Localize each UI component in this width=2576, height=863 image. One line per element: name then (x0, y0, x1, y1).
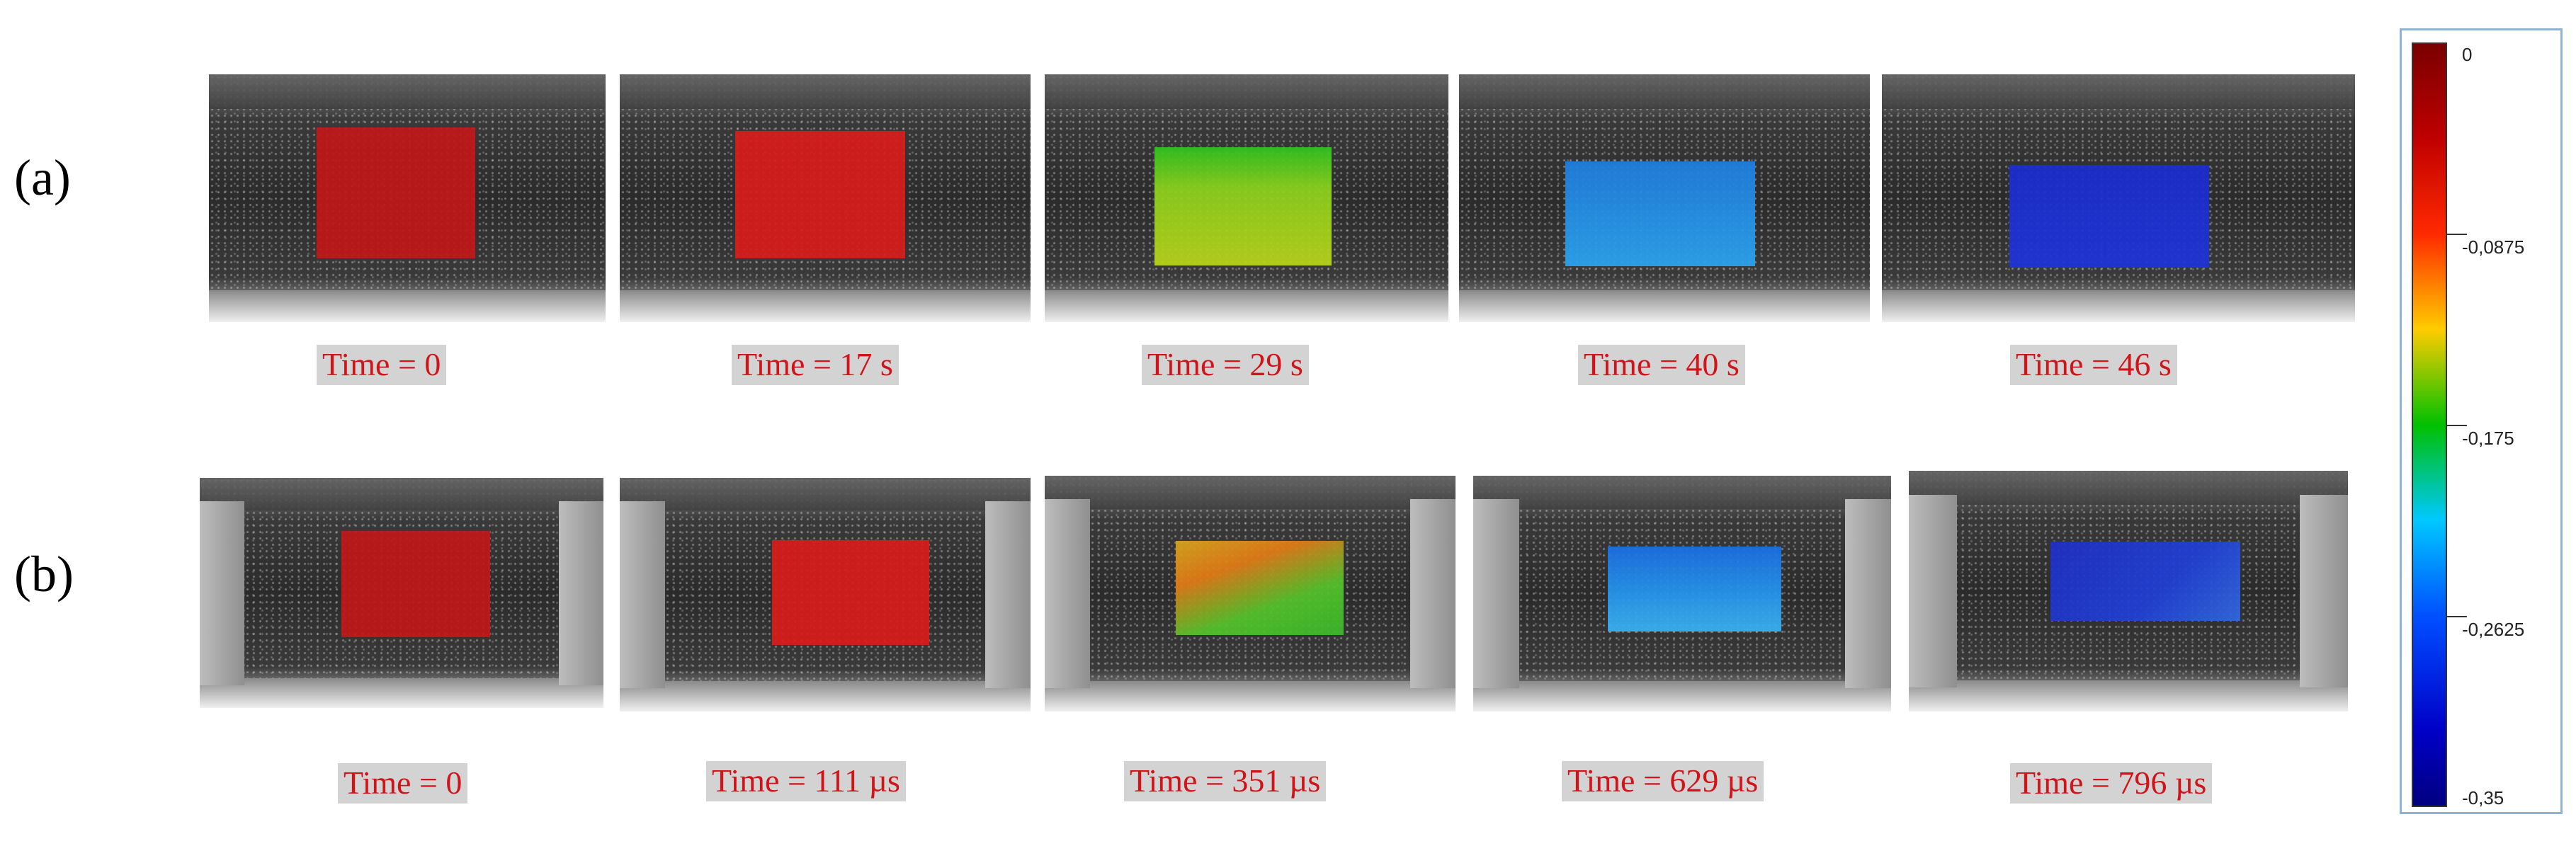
bottom-fixture (1473, 680, 1891, 711)
strain-overlay (2009, 165, 2209, 268)
bottom-fixture (620, 290, 1031, 322)
frame-a3 (1045, 74, 1448, 322)
bottom-fixture (1045, 680, 1456, 711)
frame-a1 (209, 74, 606, 322)
strain-overlay (341, 531, 490, 637)
top-fixture (1473, 476, 1891, 509)
strain-overlay (2050, 542, 2240, 621)
right-plate (985, 501, 1031, 688)
frame-b2 (620, 478, 1031, 711)
top-fixture (200, 478, 603, 510)
bottom-fixture (1909, 680, 2348, 711)
caption-b4: Time = 629 µs (1562, 761, 1764, 801)
strain-overlay (1608, 547, 1781, 631)
top-fixture (620, 74, 1031, 109)
caption-a3: Time = 29 s (1142, 345, 1309, 385)
strain-overlay (1176, 541, 1344, 635)
top-fixture (1459, 74, 1870, 109)
colorbar-label-1: -0,0875 (2458, 235, 2529, 260)
top-fixture (1909, 471, 2348, 505)
caption-a2: Time = 17 s (732, 345, 899, 385)
frame-b3 (1045, 476, 1456, 711)
strain-overlay (1565, 161, 1755, 266)
row-label-b: (b) (14, 546, 74, 602)
left-plate (1473, 499, 1519, 688)
caption-b5: Time = 796 µs (2010, 763, 2213, 804)
frame-a5 (1882, 74, 2355, 322)
frame-b5 (1909, 471, 2348, 711)
right-plate (2299, 495, 2348, 687)
strain-overlay (772, 540, 929, 645)
bottom-fixture (209, 290, 606, 322)
top-fixture (1045, 74, 1448, 109)
top-fixture (620, 478, 1031, 511)
colorbar (2412, 42, 2447, 807)
caption-a4: Time = 40 s (1578, 345, 1745, 385)
bottom-fixture (1882, 290, 2355, 322)
caption-a5: Time = 46 s (2010, 345, 2177, 385)
colorbar-tick (2447, 425, 2467, 426)
top-fixture (1045, 476, 1456, 509)
strain-overlay (735, 131, 905, 258)
top-fixture (1882, 74, 2355, 109)
left-plate (200, 501, 244, 685)
strain-overlay (1154, 147, 1332, 265)
colorbar-label-0: 0 (2458, 42, 2477, 67)
frame-a4 (1459, 74, 1870, 322)
bottom-fixture (200, 678, 603, 708)
row-label-a: (a) (14, 149, 71, 206)
colorbar-tick (2447, 616, 2467, 617)
caption-a1: Time = 0 (317, 345, 447, 385)
left-plate (1909, 495, 1958, 687)
right-plate (1845, 499, 1891, 688)
colorbar-label-3: -0,2625 (2458, 617, 2529, 642)
frame-a2 (620, 74, 1031, 322)
right-plate (559, 501, 603, 685)
colorbar-label-2: -0,175 (2458, 426, 2519, 451)
left-plate (1045, 499, 1090, 688)
frame-b1 (200, 478, 603, 708)
strain-overlay (317, 127, 475, 258)
bottom-fixture (1459, 290, 1870, 322)
top-fixture (209, 74, 606, 109)
frame-b4 (1473, 476, 1891, 711)
bottom-fixture (1045, 290, 1448, 322)
caption-b3: Time = 351 µs (1124, 761, 1327, 801)
right-plate (1410, 499, 1456, 688)
colorbar-label-4: -0,35 (2458, 786, 2509, 811)
colorbar-tick (2447, 234, 2467, 235)
caption-b1: Time = 0 (338, 763, 468, 804)
caption-b2: Time = 111 µs (706, 761, 906, 801)
bottom-fixture (620, 681, 1031, 711)
left-plate (620, 501, 665, 688)
